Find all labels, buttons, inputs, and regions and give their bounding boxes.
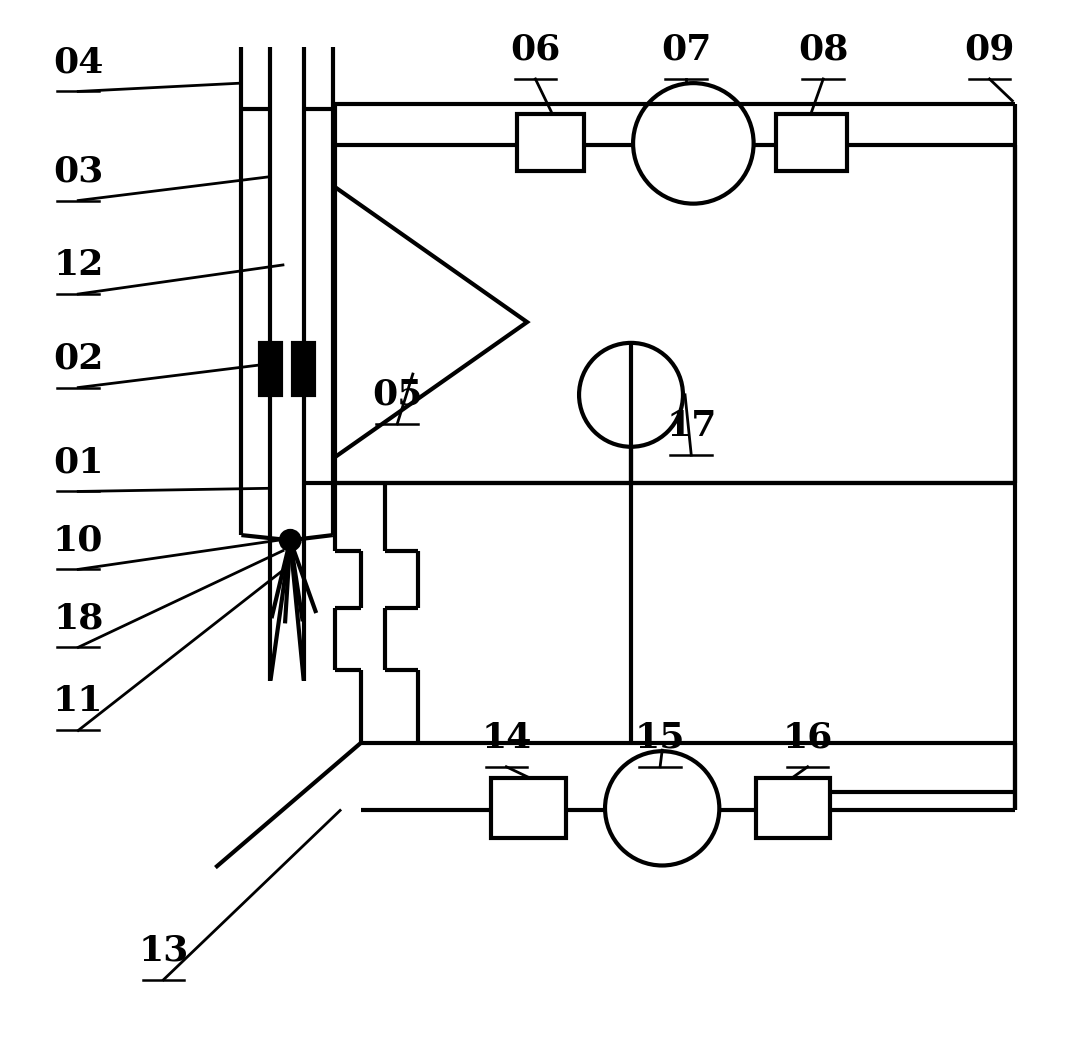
Text: 16: 16 — [783, 721, 833, 754]
Text: 13: 13 — [139, 934, 188, 967]
Text: 07: 07 — [661, 33, 712, 66]
Text: 15: 15 — [635, 721, 686, 754]
Text: 05: 05 — [372, 378, 422, 411]
Text: 11: 11 — [53, 685, 103, 718]
Bar — [293, 343, 314, 395]
Text: 06: 06 — [511, 33, 560, 66]
Text: 18: 18 — [53, 602, 103, 635]
Bar — [260, 343, 281, 395]
Circle shape — [579, 343, 683, 447]
Text: 14: 14 — [482, 721, 531, 754]
Bar — [756, 778, 831, 838]
Text: 04: 04 — [53, 46, 103, 79]
Bar — [517, 114, 584, 171]
Circle shape — [633, 83, 754, 204]
Text: 02: 02 — [53, 342, 103, 375]
Text: 03: 03 — [53, 155, 103, 188]
Bar — [776, 114, 847, 171]
Text: 17: 17 — [666, 409, 716, 443]
Text: 09: 09 — [964, 33, 1015, 66]
Text: 10: 10 — [53, 524, 103, 557]
Text: 08: 08 — [798, 33, 848, 66]
Circle shape — [605, 751, 719, 865]
Bar — [491, 778, 565, 838]
Text: 12: 12 — [53, 248, 103, 282]
Text: 01: 01 — [53, 446, 103, 479]
Circle shape — [281, 531, 300, 550]
